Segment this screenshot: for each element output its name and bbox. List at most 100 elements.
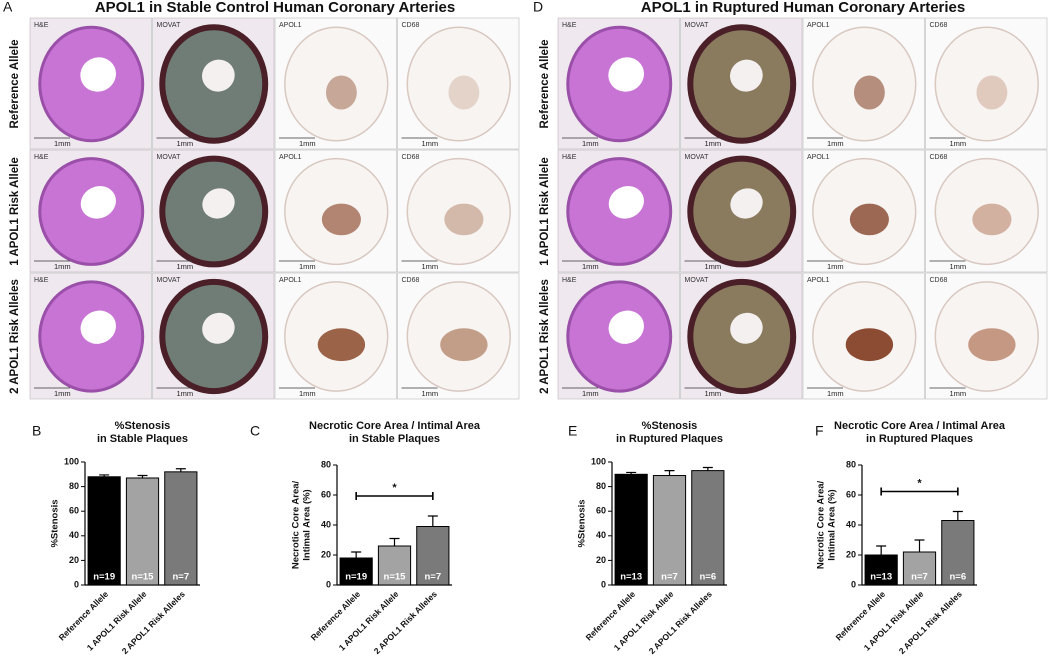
error-bar xyxy=(626,471,637,475)
row-label: Reference Allele xyxy=(9,39,21,128)
y-tick-label: 100 xyxy=(591,456,606,466)
y-tick-label: 60 xyxy=(69,506,79,516)
n-label: n=7 xyxy=(173,572,190,583)
error-bar xyxy=(702,466,713,471)
scale-label: 1mm xyxy=(177,139,194,148)
error-bar xyxy=(952,510,963,521)
scale-label: 1mm xyxy=(54,139,71,148)
x-tick-label: 2 APOL1 Risk Alleles xyxy=(372,589,439,656)
chart-title: in Stable Plaques xyxy=(349,433,440,445)
scale-label: 1mm xyxy=(422,262,439,271)
scale-label: 1mm xyxy=(422,139,439,148)
y-tick-label: 20 xyxy=(846,549,856,559)
x-tick-label: 2 APOL1 Risk Alleles xyxy=(647,589,714,656)
scale-label: 1mm xyxy=(950,262,967,271)
y-tick-label: 40 xyxy=(846,519,856,529)
tile-label: MOVAT xyxy=(685,154,710,161)
y-tick-label: 40 xyxy=(321,519,331,529)
tile: CD68 1mm xyxy=(397,149,520,273)
lumen xyxy=(608,310,644,344)
bar xyxy=(691,470,725,586)
scale-label: 1mm xyxy=(705,389,722,398)
tile: MOVAT 1mm xyxy=(680,272,803,400)
y-tick-label: 0 xyxy=(74,579,79,589)
tile: H&E 1mm xyxy=(29,17,152,150)
y-tick-label: 60 xyxy=(321,489,331,499)
row-label: 1 APOL1 Risk Allele xyxy=(9,157,21,265)
lumen xyxy=(202,188,235,219)
error-bar xyxy=(876,545,887,555)
tile-label: MOVAT xyxy=(157,22,182,29)
tile-label: APOL1 xyxy=(807,154,830,161)
chart-title: in Ruptured Plaques xyxy=(616,433,723,445)
y-tick-label: 40 xyxy=(69,530,79,540)
scale-label: 1mm xyxy=(299,262,316,271)
tile-label: CD68 xyxy=(930,22,948,29)
tile: H&E 1mm xyxy=(29,272,152,400)
tile-label: CD68 xyxy=(930,154,948,161)
tile: APOL1 1mm xyxy=(274,272,397,400)
error-bar xyxy=(389,537,400,546)
y-tick-label: 40 xyxy=(596,530,606,540)
n-label: n=15 xyxy=(384,572,407,583)
tile: APOL1 1mm xyxy=(802,149,925,273)
error-bar xyxy=(137,474,148,478)
panel-letter: F xyxy=(815,423,824,439)
tile-label: APOL1 xyxy=(279,22,302,29)
scale-label: 1mm xyxy=(827,262,844,271)
n-label: n=6 xyxy=(700,572,717,583)
scale-label: 1mm xyxy=(299,139,316,148)
y-axis-label: Intimal Area (%) xyxy=(827,489,838,560)
y-tick-label: 0 xyxy=(601,579,606,589)
stain xyxy=(845,328,894,362)
tile: CD68 1mm xyxy=(397,272,520,400)
tile: H&E 1mm xyxy=(29,149,152,273)
tile-label: H&E xyxy=(562,277,577,284)
tile-label: MOVAT xyxy=(157,154,182,161)
scale-label: 1mm xyxy=(827,389,844,398)
significance-bracket xyxy=(355,492,434,500)
lumen xyxy=(730,188,763,219)
tile-label: H&E xyxy=(34,277,49,284)
bar xyxy=(902,551,937,586)
panel-letter: C xyxy=(250,423,260,439)
plaque xyxy=(406,157,511,266)
y-tick-label: 0 xyxy=(326,579,331,589)
tile-label: H&E xyxy=(562,154,577,161)
tile-label: CD68 xyxy=(402,154,420,161)
scale-label: 1mm xyxy=(582,262,599,271)
scale-label: 1mm xyxy=(950,139,967,148)
tile: CD68 1mm xyxy=(925,17,1048,150)
bar xyxy=(864,554,898,586)
panel-title: APOL1 in Stable Control Human Coronary A… xyxy=(95,0,455,16)
tile-label: MOVAT xyxy=(157,277,182,284)
y-tick-label: 80 xyxy=(596,481,606,491)
tile: APOL1 1mm xyxy=(802,272,925,400)
error-bar xyxy=(664,470,675,476)
chart-title: %Stenosis xyxy=(642,420,698,432)
tile-label: MOVAT xyxy=(685,277,710,284)
y-tick-label: 60 xyxy=(846,489,856,499)
x-tick-label: 2 APOL1 Risk Alleles xyxy=(120,589,187,656)
tile: MOVAT 1mm xyxy=(152,17,275,150)
lumen xyxy=(80,186,116,219)
stain xyxy=(444,203,484,236)
n-label: n=19 xyxy=(345,572,367,583)
scale-label: 1mm xyxy=(705,262,722,271)
tile: H&E 1mm xyxy=(557,272,680,400)
y-tick-label: 80 xyxy=(321,459,331,469)
n-label: n=6 xyxy=(950,572,967,583)
stain xyxy=(853,75,885,110)
stain xyxy=(448,75,480,110)
scale-label: 1mm xyxy=(177,262,194,271)
plaque xyxy=(406,26,511,142)
bar xyxy=(125,477,160,586)
y-axis-label: %Stenosis xyxy=(577,499,588,547)
y-tick-label: 80 xyxy=(846,459,856,469)
tile-label: APOL1 xyxy=(279,277,302,284)
significance-label: * xyxy=(392,482,397,494)
bar xyxy=(416,526,450,586)
stain xyxy=(321,203,361,236)
bar xyxy=(614,473,648,586)
